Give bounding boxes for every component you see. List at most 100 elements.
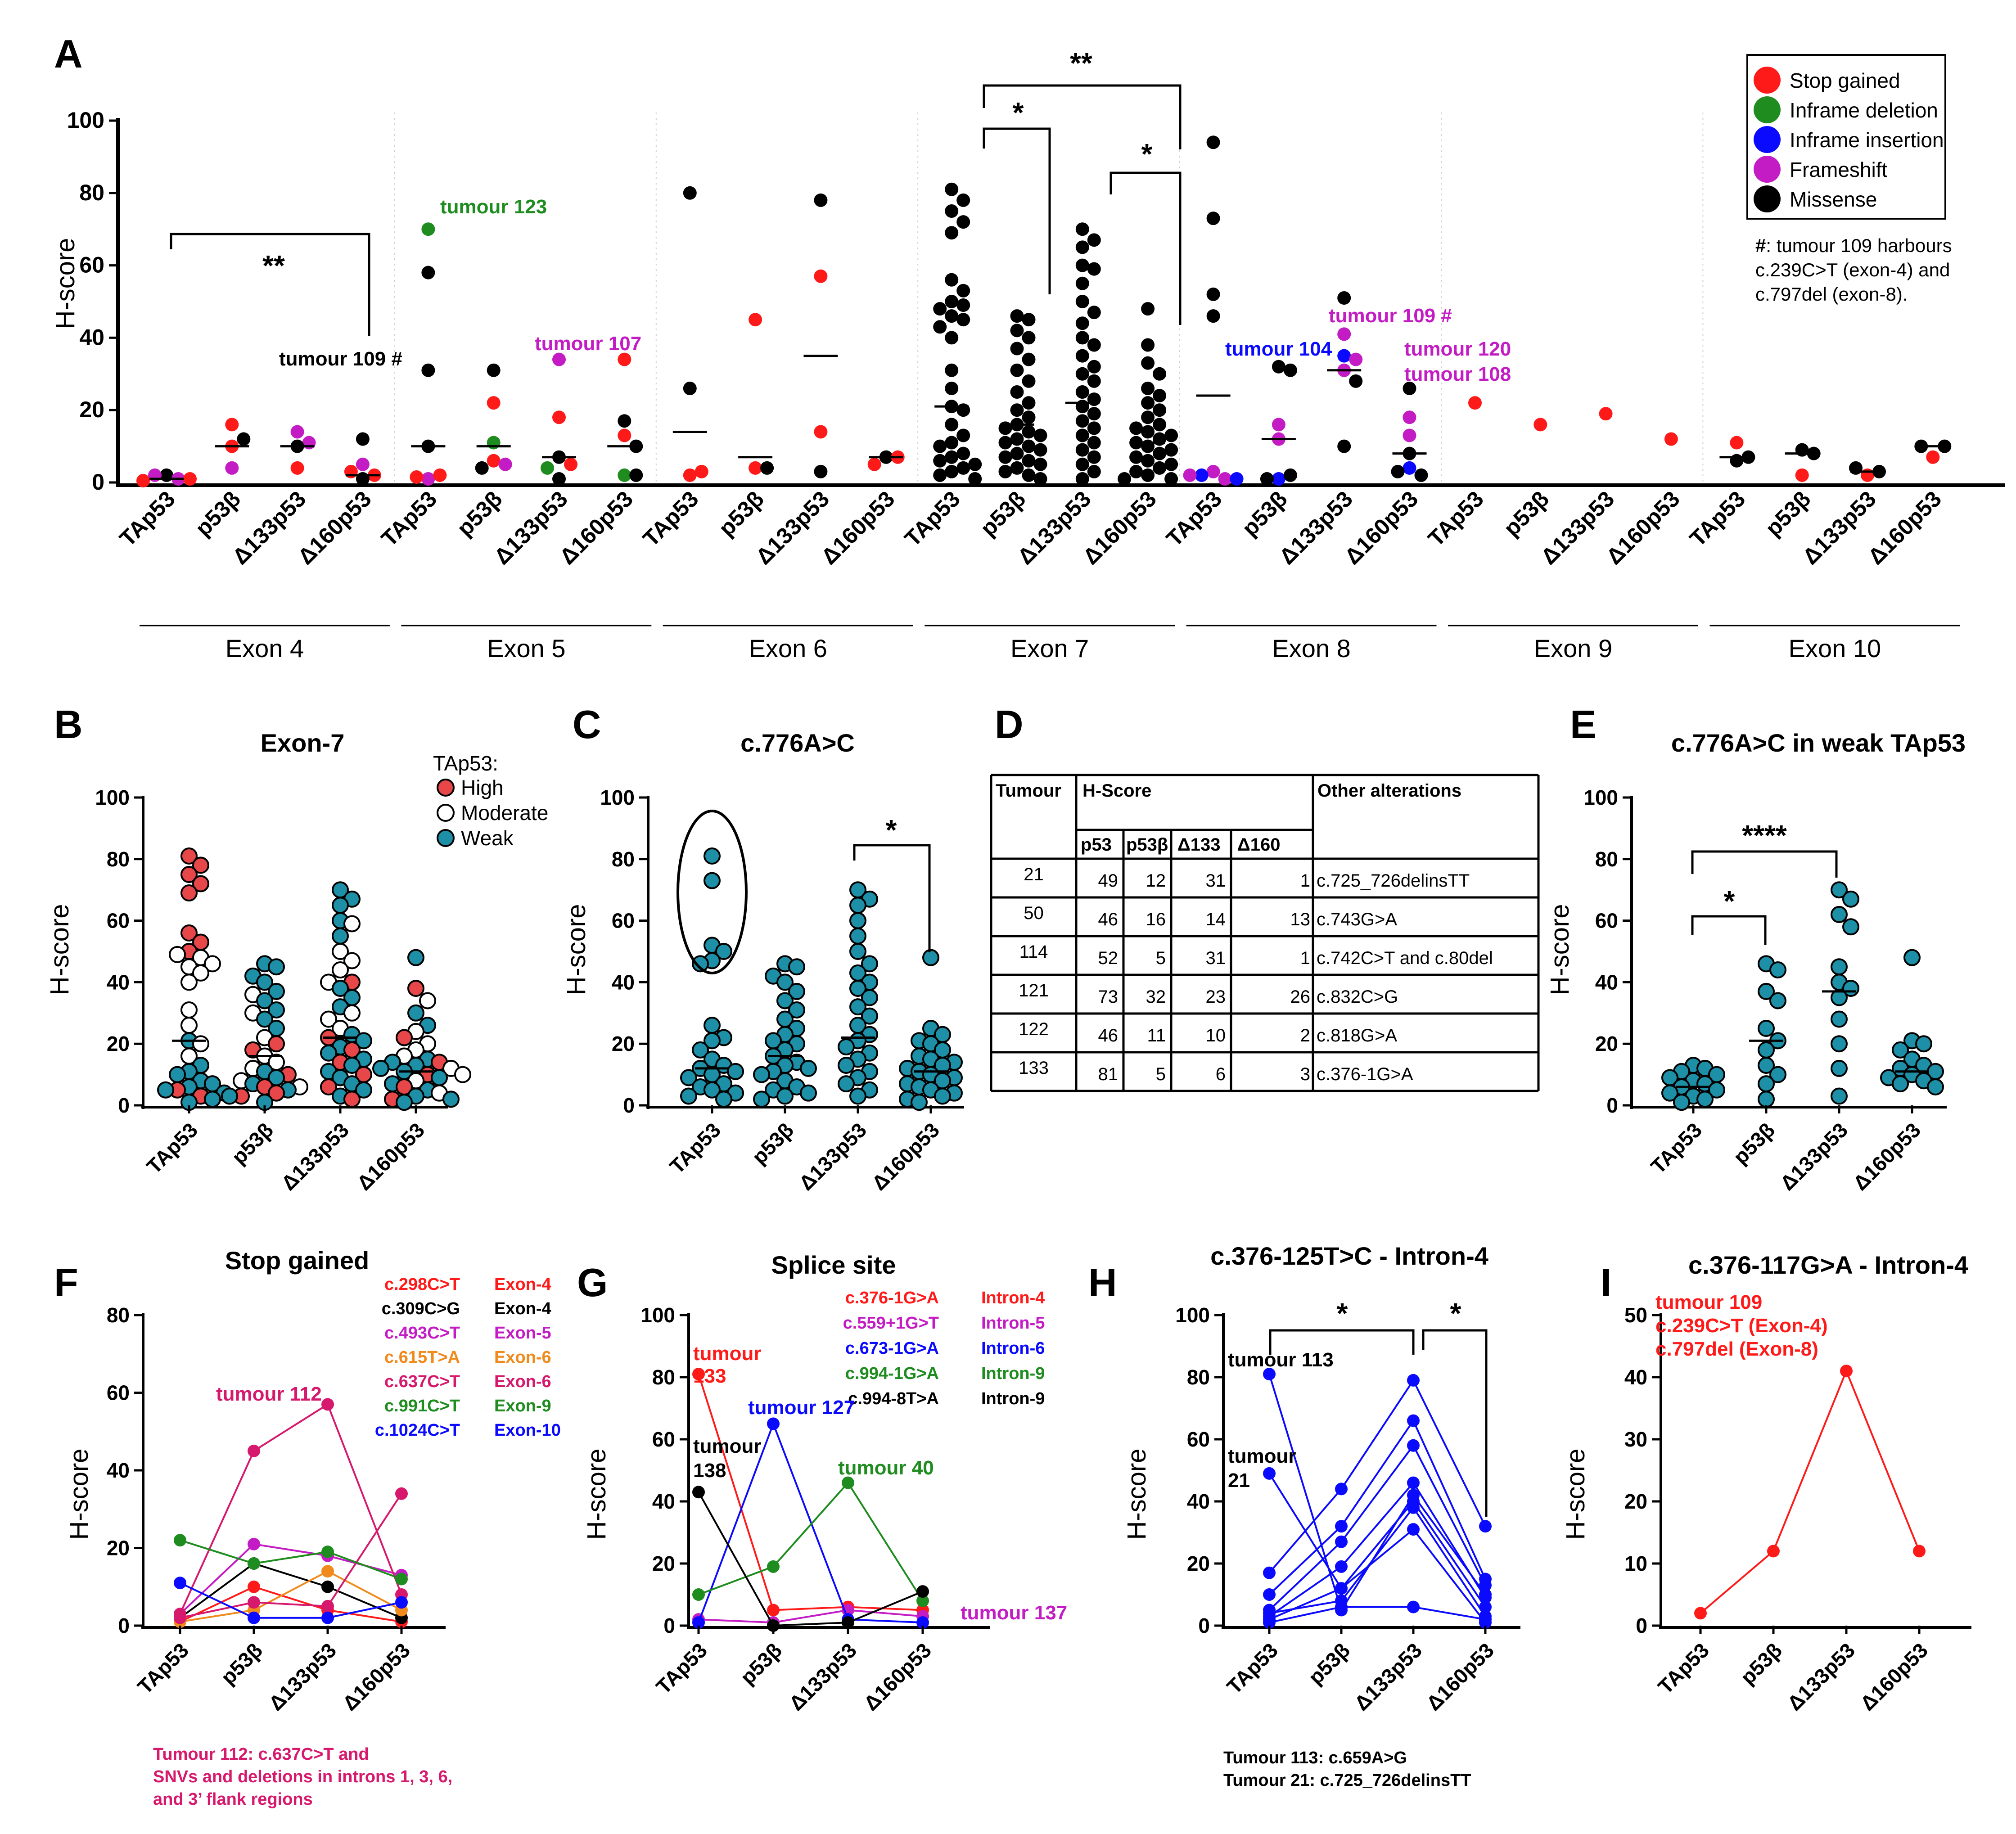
- panel-a-data-point: [683, 381, 697, 395]
- panel-b-data-point: [192, 875, 209, 892]
- panel-a-data-point: [410, 470, 424, 484]
- panel-a-data-point: [968, 472, 982, 486]
- panel-a-data-point: [1033, 457, 1047, 471]
- panel-f-data-point: [321, 1611, 334, 1624]
- exon-group-label: Exon 7: [1010, 634, 1089, 662]
- panel-g-legend-region: Intron-5: [981, 1314, 1045, 1333]
- panel-b-data-point: [355, 1081, 372, 1099]
- legend-marker: [437, 804, 455, 822]
- legend-marker: [437, 829, 455, 847]
- panel-f-data-point: [174, 1534, 186, 1547]
- panel-b-data-point: [256, 992, 273, 1009]
- panel-e-data-point: [1831, 1035, 1848, 1053]
- panel-a-ytick-label: 0: [92, 469, 104, 495]
- panel-a-data-point: [867, 457, 881, 471]
- table-cell-p53: 46: [1098, 910, 1118, 929]
- panel-a-data-point: [1195, 468, 1209, 482]
- panel-h-data-point: [1263, 1566, 1276, 1579]
- panel-a-data-point: [1087, 233, 1101, 247]
- panel-f-ytick-label: 20: [107, 1537, 130, 1560]
- panel-a-data-point: [1129, 464, 1143, 478]
- panel-f-series-line: [180, 1493, 402, 1619]
- panel-a-data-point: [1087, 464, 1101, 478]
- panel-g-ytick-label: 60: [652, 1428, 675, 1451]
- sig-star-exon7-a: *: [1013, 96, 1024, 129]
- panel-g-ytick-label: 20: [652, 1552, 675, 1575]
- panel-a-data-point: [629, 468, 643, 482]
- panel-a-data-point: [956, 428, 970, 442]
- panel-b-ytick-label: 80: [107, 847, 130, 871]
- exon-group-label: Exon 8: [1272, 634, 1350, 662]
- panel-a-data-point: [1403, 410, 1416, 424]
- panel-a-data-point: [1183, 468, 1197, 482]
- table-cell-tumour: 114: [1019, 942, 1048, 962]
- panel-f-data-point: [248, 1580, 260, 1593]
- panel-a-data-point: [487, 396, 501, 410]
- panel-a-data-point: [498, 457, 512, 471]
- panel-f-data-point: [248, 1537, 260, 1550]
- panel-a-data-point: [1075, 472, 1089, 486]
- panel-a-data-point: [421, 266, 435, 279]
- panel-a-data-point: [1403, 461, 1416, 475]
- panel-e-y-label: H-score: [1545, 904, 1574, 995]
- panel-b-data-point: [256, 973, 273, 991]
- panel-g-legend-variant: c.559+1G>T: [843, 1314, 939, 1333]
- panel-f-data-point: [395, 1573, 408, 1586]
- panel-h-series-line: [1268, 1419, 1486, 1595]
- panel-a-data-point: [1337, 439, 1351, 453]
- panel-a-data-point: [487, 363, 501, 377]
- panel-f-data-point: [321, 1546, 334, 1559]
- panel-a-data-point: [1129, 421, 1143, 435]
- panel-b-data-point: [343, 1004, 361, 1022]
- panel-a-data-point: [1206, 309, 1220, 323]
- panel-i-data-point: [1694, 1607, 1707, 1620]
- panel-e-data-point: [1903, 949, 1921, 966]
- panel-a-data-point: [136, 473, 150, 487]
- panel-a-data-point: [945, 381, 959, 395]
- panel-a-data-point: [760, 461, 774, 475]
- panel-c-ytick-label: 60: [612, 909, 635, 933]
- panel-a-data-point: [1033, 443, 1047, 457]
- annot-tumour-137: tumour 137: [961, 1602, 1067, 1624]
- panel-f-data-point: [321, 1580, 334, 1593]
- panel-a-y-label: H-score: [51, 238, 80, 329]
- table-cell-p53b: 32: [1146, 987, 1166, 1007]
- panel-a-data-point: [956, 313, 970, 327]
- panel-f-series-line: [179, 1403, 402, 1614]
- legend-marker: [1754, 156, 1781, 183]
- panel-g-legend-variant: c.673-1G>A: [845, 1339, 939, 1358]
- panel-a-data-point: [1272, 472, 1285, 486]
- panel-f-legend-region: Exon-9: [494, 1397, 551, 1415]
- panel-a-data-point: [998, 464, 1012, 478]
- panel-a-data-point: [1033, 428, 1047, 442]
- panel-f-legend-variant: c.493C>T: [384, 1324, 460, 1343]
- panel-a-data-point: [1337, 349, 1351, 363]
- sig-star-exon4: **: [262, 249, 285, 282]
- panel-a-data-point: [1118, 472, 1132, 486]
- table-cell-p53: 73: [1098, 987, 1118, 1007]
- panel-a-data-point: [618, 468, 631, 482]
- panel-h-data-point: [1407, 1523, 1420, 1536]
- panel-c-data-point: [776, 1087, 794, 1105]
- panel-a-data-point: [618, 352, 631, 366]
- panel-c-data-point: [849, 1087, 866, 1105]
- panel-a-data-point: [1075, 349, 1089, 363]
- panel-b-data-point: [442, 1090, 460, 1108]
- table-cell-other: c.725_726delinsTT: [1317, 871, 1470, 891]
- panel-i-data-point: [1767, 1545, 1780, 1558]
- panel-a-data-point: [1087, 436, 1101, 450]
- panel-a-data-point: [237, 432, 251, 446]
- panel-a-data-point: [814, 269, 828, 283]
- panel-c-ytick-label: 80: [612, 847, 635, 871]
- panel-i-y-label: H-score: [1561, 1448, 1590, 1540]
- panel-c-sig-bracket: [853, 844, 931, 952]
- panel-a-data-point: [1075, 414, 1089, 428]
- panel-g-legend-region: Intron-9: [981, 1364, 1045, 1383]
- annot-tumour-109-line2: c.239C>T (Exon-4): [1655, 1315, 1828, 1337]
- panel-b-legend-title: TAp53:: [433, 752, 498, 775]
- panel-h-data-point: [1407, 1414, 1420, 1427]
- alterations-table: Tumour H-Score Other alterations p53 p53β Δ13…: [990, 774, 1540, 1092]
- panel-a-data-point: [1153, 367, 1167, 381]
- panel-b-data-point: [343, 952, 361, 969]
- panel-g-data-point: [767, 1604, 780, 1617]
